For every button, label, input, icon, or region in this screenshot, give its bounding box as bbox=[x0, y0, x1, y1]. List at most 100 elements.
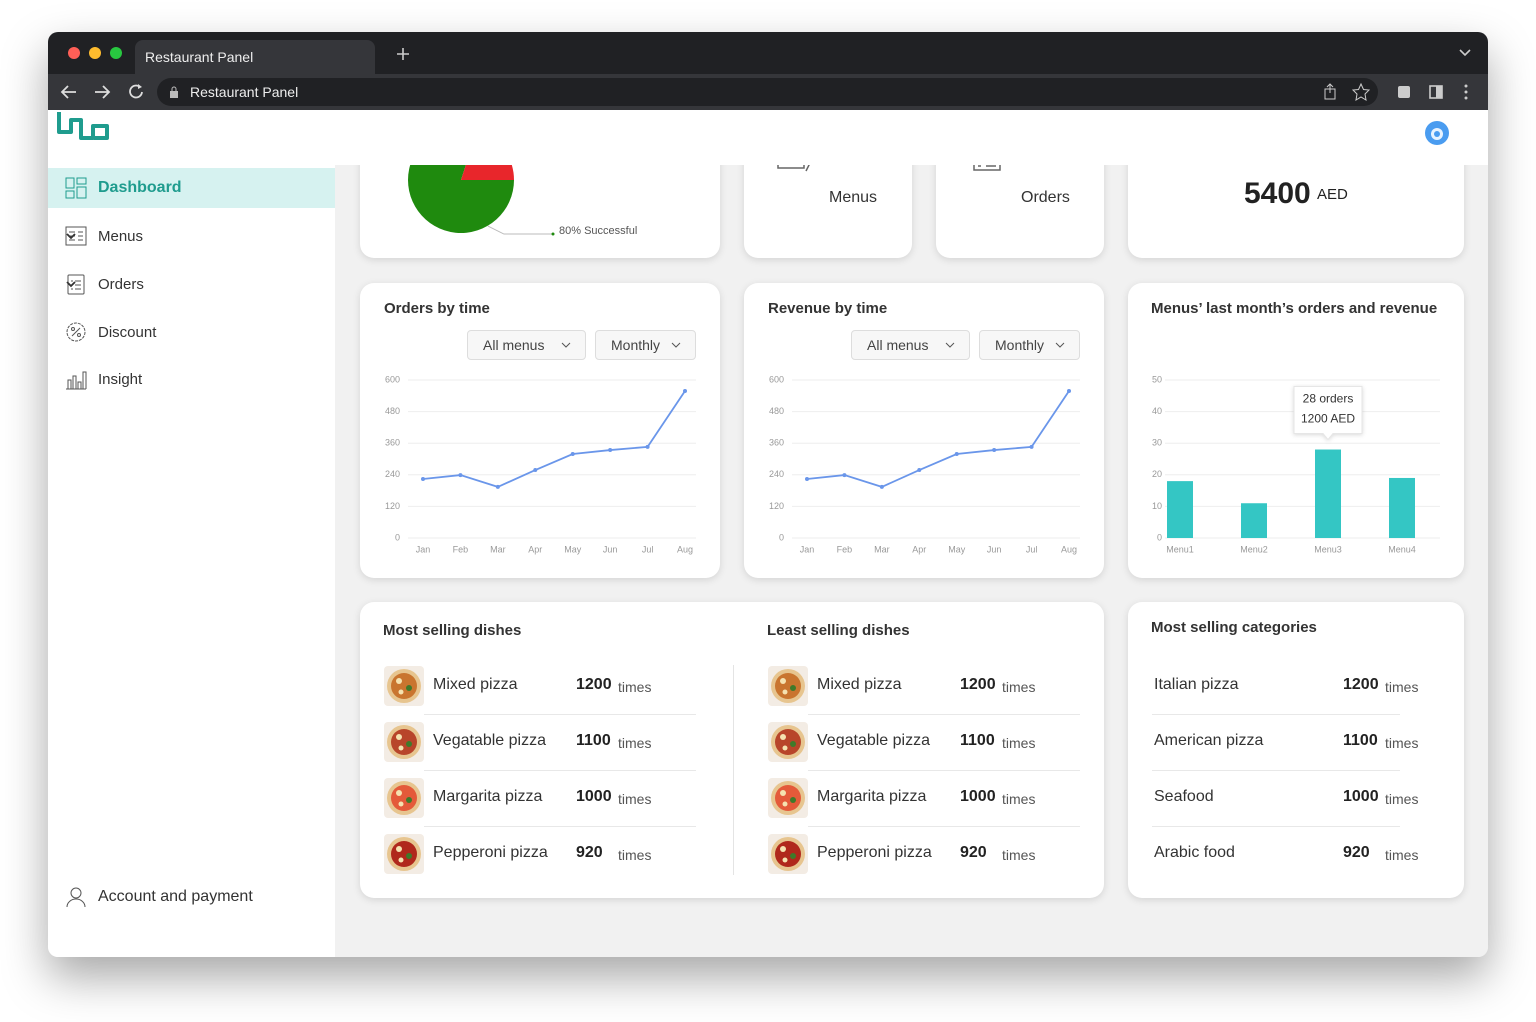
pie-label: 80% Successful bbox=[559, 225, 637, 237]
row-count: 920 bbox=[960, 844, 987, 861]
revenue-currency: AED bbox=[1317, 186, 1348, 203]
x-tick-label: Mar bbox=[874, 544, 890, 554]
orders-icon bbox=[973, 165, 1001, 171]
dropdown-label: Monthly bbox=[611, 337, 661, 353]
y-tick-label: 10 bbox=[1152, 501, 1162, 511]
y-tick-label: 120 bbox=[769, 501, 784, 511]
row-name: Margarita pizza bbox=[817, 788, 927, 805]
chart-card: Menus’ last month’s orders and revenue 0 1… bbox=[1128, 283, 1464, 578]
data-point bbox=[917, 468, 922, 473]
row-unit: times bbox=[1385, 735, 1419, 751]
logo[interactable] bbox=[56, 110, 112, 148]
dropdown[interactable]: All menus bbox=[851, 330, 970, 360]
line-chart: Revenue by time 0 120 240 360 480 600 Jan Feb Mar… bbox=[768, 300, 1080, 554]
x-tick-label: Jun bbox=[987, 544, 1002, 554]
dish-image bbox=[384, 778, 424, 818]
x-tick-label: Menu2 bbox=[1240, 544, 1268, 554]
row-name: American pizza bbox=[1154, 732, 1264, 749]
row-count: 1200 bbox=[576, 676, 612, 693]
nav-item[interactable]: Orders bbox=[48, 264, 335, 304]
data-point bbox=[533, 468, 538, 473]
row-unit: times bbox=[1002, 735, 1036, 751]
leader-line bbox=[487, 225, 552, 235]
nav-item[interactable]: Menus bbox=[48, 216, 335, 256]
y-tick-label: 600 bbox=[385, 374, 400, 384]
line-series bbox=[806, 390, 1070, 488]
url-text: Restaurant Panel bbox=[190, 84, 299, 100]
pie-slice bbox=[408, 165, 514, 233]
nav-label: Dashboard bbox=[98, 179, 182, 196]
dropdown-label: All menus bbox=[867, 337, 929, 353]
dropdown[interactable]: Monthly bbox=[595, 330, 696, 360]
x-tick-label: Feb bbox=[837, 544, 853, 554]
user-avatar[interactable] bbox=[1425, 121, 1449, 145]
y-tick-label: 360 bbox=[769, 438, 784, 448]
data-point bbox=[954, 451, 959, 456]
browser-icons[interactable] bbox=[1318, 82, 1478, 102]
dishes-card: Most selling dishes Mixed pizza 1200 times V… bbox=[360, 602, 1104, 898]
tooltip-orders: 28 orders bbox=[1303, 392, 1354, 406]
dish-image bbox=[384, 834, 424, 874]
nav-buttons[interactable] bbox=[60, 82, 150, 102]
pie-slice bbox=[461, 165, 514, 180]
data-point bbox=[1029, 444, 1034, 449]
y-tick-label: 30 bbox=[1152, 438, 1162, 448]
pie-card: 80% Successful bbox=[360, 165, 720, 258]
data-point bbox=[1067, 389, 1071, 394]
row-name: Pepperoni pizza bbox=[433, 844, 548, 861]
window-controls bbox=[68, 47, 122, 59]
new-tab[interactable] bbox=[395, 46, 411, 62]
section-title: Most selling categories bbox=[1151, 619, 1317, 636]
nav-icon bbox=[65, 177, 87, 199]
row-unit: times bbox=[1385, 679, 1419, 695]
y-tick-label: 0 bbox=[1157, 532, 1162, 542]
row-separator bbox=[1152, 770, 1400, 771]
row-name: Mixed pizza bbox=[817, 676, 902, 693]
dish-image bbox=[768, 778, 808, 818]
nav-label: Menus bbox=[98, 227, 144, 245]
data-point bbox=[992, 448, 997, 453]
row-count: 920 bbox=[576, 844, 603, 861]
menus-card[interactable]: Menus bbox=[744, 165, 912, 258]
x-tick-label: Jan bbox=[800, 544, 815, 554]
browser-window: Restaurant Panel Restaurant Panel Dashbo… bbox=[48, 32, 1488, 957]
chevron bbox=[66, 281, 76, 288]
dropdown-arrow bbox=[671, 342, 681, 348]
dropdown[interactable]: All menus bbox=[467, 330, 586, 360]
url-field[interactable]: Restaurant Panel bbox=[157, 78, 1378, 106]
dropdown-arrow bbox=[561, 342, 571, 348]
y-tick-label: 0 bbox=[395, 532, 400, 542]
row-unit: times bbox=[1002, 847, 1036, 863]
main-content: 80% Successful Menus Orders 5400 AED Ord… bbox=[335, 165, 1488, 957]
dropdown[interactable]: Monthly bbox=[979, 330, 1080, 360]
row-count: 1100 bbox=[576, 732, 611, 749]
orders-card[interactable]: Orders bbox=[936, 165, 1104, 258]
nav-icon bbox=[66, 887, 86, 908]
nav-item[interactable]: Insight bbox=[48, 359, 335, 399]
pie-chart: 80% Successful bbox=[408, 165, 637, 237]
tab-menu[interactable] bbox=[1458, 48, 1472, 58]
card-label: Orders bbox=[1021, 189, 1070, 206]
nav-label: Insight bbox=[98, 370, 143, 388]
nav-item[interactable]: Account and payment bbox=[48, 877, 335, 917]
bar bbox=[1389, 477, 1415, 538]
browser-tab[interactable]: Restaurant Panel bbox=[135, 40, 375, 74]
app-header bbox=[48, 110, 1488, 166]
y-tick-label: 240 bbox=[769, 469, 784, 479]
x-tick-label: Feb bbox=[453, 544, 469, 554]
y-tick-label: 240 bbox=[385, 469, 400, 479]
nav-item[interactable]: Discount bbox=[48, 312, 335, 352]
data-point bbox=[458, 473, 463, 478]
nav-label: Orders bbox=[98, 275, 144, 293]
nav-item[interactable]: Dashboard bbox=[48, 168, 337, 208]
row-count: 1100 bbox=[960, 732, 995, 749]
address-bar: Restaurant Panel bbox=[48, 74, 1488, 110]
chevron bbox=[66, 233, 76, 240]
card-label: Menus bbox=[829, 189, 878, 206]
revenue-card: 5400 AED bbox=[1128, 165, 1464, 258]
row-count: 1000 bbox=[1343, 788, 1379, 805]
x-tick-label: Apr bbox=[912, 544, 926, 554]
row-unit: times bbox=[618, 847, 652, 863]
x-tick-label: Jul bbox=[1026, 544, 1038, 554]
x-tick-label: Jan bbox=[416, 544, 431, 554]
